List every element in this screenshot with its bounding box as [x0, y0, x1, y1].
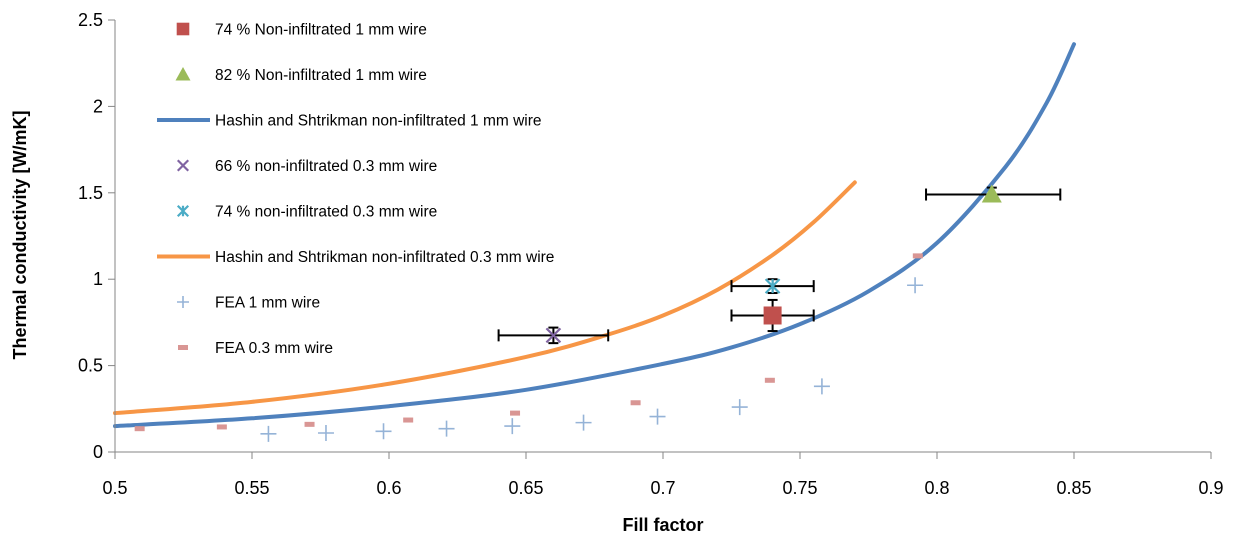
- y-axis-title: Thermal conductivity [W/mK]: [10, 110, 30, 359]
- legend-label: FEA 0.3 mm wire: [215, 340, 333, 357]
- legend-label: 66 % non-infiltrated 0.3 mm wire: [215, 158, 437, 175]
- y-tick-label: 2.5: [78, 10, 103, 30]
- data-point-6-8: [813, 378, 830, 395]
- legend-label: Hashin and Shtrikman non-infiltrated 0.3…: [215, 249, 554, 266]
- y-tick-label: 2: [93, 96, 103, 116]
- x-tick-label: 0.55: [234, 478, 269, 498]
- data-point-7-3: [403, 417, 414, 423]
- x-tick-label: 0.6: [376, 478, 401, 498]
- plot-lines: [113, 42, 1076, 429]
- data-point-6-7: [731, 399, 748, 416]
- data-point-7-7: [912, 253, 923, 259]
- legend-label: FEA 1 mm wire: [215, 295, 320, 312]
- y-axis-ticks: 0 0.5 1 1.5 2 2.5: [78, 10, 115, 462]
- data-point-7-6: [764, 377, 775, 383]
- x-tick-label: 0.65: [508, 478, 543, 498]
- x-tick-label: 0.7: [650, 478, 675, 498]
- legend-swatch-marker: [176, 22, 190, 36]
- data-point-6-0: [260, 425, 277, 442]
- data-point-1-0: [981, 184, 1002, 203]
- x-tick-label: 0.8: [924, 478, 949, 498]
- legend-swatch-marker: [176, 204, 190, 218]
- axes: [114, 20, 1211, 453]
- data-point-0-0: [763, 306, 782, 325]
- legend-swatch-marker: [177, 296, 189, 308]
- legend-label: 74 % non-infiltrated 0.3 mm wire: [215, 204, 437, 221]
- data-point-3-0: [545, 327, 562, 344]
- data-point-6-5: [575, 414, 592, 431]
- x-tick-label: 0.5: [102, 478, 127, 498]
- y-tick-label: 0.5: [78, 356, 103, 376]
- legend-label: Hashin and Shtrikman non-infiltrated 1 m…: [215, 113, 542, 130]
- data-point-7-5: [630, 400, 641, 406]
- x-axis-ticks: 0.5 0.55 0.6 0.65 0.7 0.75 0.8 0.85 0.9: [102, 452, 1224, 498]
- data-point-6-1: [317, 424, 334, 441]
- x-tick-label: 0.85: [1056, 478, 1091, 498]
- data-point-7-0: [134, 426, 145, 432]
- x-tick-label: 0.75: [782, 478, 817, 498]
- y-tick-label: 0: [93, 442, 103, 462]
- data-point-6-6: [649, 408, 666, 425]
- x-axis-title: Fill factor: [622, 515, 703, 535]
- data-point-7-2: [304, 421, 315, 427]
- legend-label: 82 % Non-infiltrated 1 mm wire: [215, 67, 427, 84]
- data-point-6-3: [438, 420, 455, 437]
- data-point-7-4: [510, 410, 521, 416]
- legend-swatch-marker: [178, 345, 188, 350]
- data-point-7-1: [216, 424, 227, 430]
- legend-label: 74 % Non-infiltrated 1 mm wire: [215, 22, 427, 39]
- data-point-6-2: [375, 423, 392, 440]
- legend: 74 % Non-infiltrated 1 mm wire 82 % Non-i…: [157, 22, 554, 357]
- series-line-2: [113, 42, 1076, 429]
- legend-swatch-marker: [176, 159, 190, 172]
- data-point-6-9: [907, 277, 924, 294]
- y-tick-label: 1: [93, 269, 103, 289]
- plot-markers: [134, 184, 1002, 442]
- x-tick-label: 0.9: [1198, 478, 1223, 498]
- y-tick-label: 1.5: [78, 183, 103, 203]
- legend-swatch-marker: [175, 67, 191, 81]
- data-point-4-0: [764, 278, 781, 294]
- data-point-6-4: [504, 418, 521, 435]
